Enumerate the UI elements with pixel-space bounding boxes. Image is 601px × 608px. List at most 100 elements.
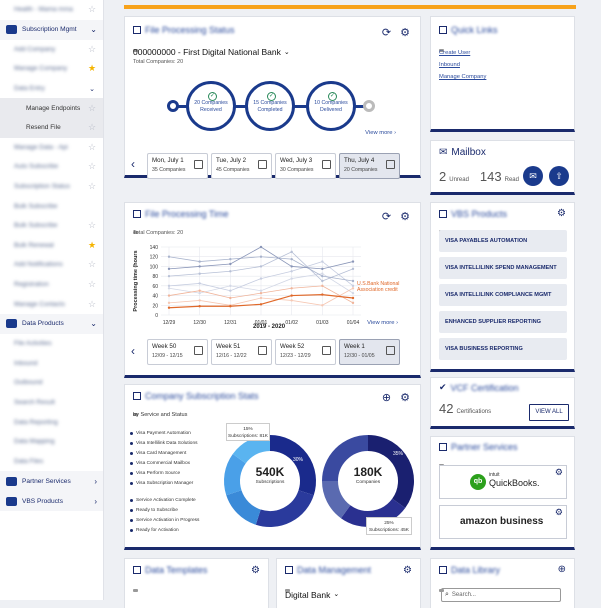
donut-segment[interactable] [255, 489, 314, 527]
donut-segment[interactable] [322, 480, 351, 519]
refresh-icon[interactable]: ⟳ [381, 211, 392, 223]
sidebar-item[interactable]: Health - Mama mma ☆ [0, 0, 103, 20]
chevron-down-icon[interactable]: ⌄ [89, 85, 95, 93]
vbs-product-item[interactable]: VISA INTELLILINK SPEND MANAGEMENT [439, 257, 567, 279]
day-selector[interactable]: Mon, July 1 35 Companies [147, 153, 208, 179]
quick-link-manage-company[interactable]: Manage Company [439, 74, 487, 80]
star-icon[interactable]: ★ [87, 63, 97, 74]
sidebar-item[interactable]: Bulk Subscribe ☆ [0, 216, 103, 236]
sidebar-item[interactable]: Data Files [0, 451, 103, 471]
settings-gear-icon[interactable]: ⚙ [554, 467, 563, 477]
sidebar-item[interactable]: Bulk Subscribe [0, 196, 103, 216]
quickbooks-tile[interactable]: qb intuit QuickBooks. ⚙ [439, 465, 567, 499]
filter-settings-icon[interactable]: ⚙ [400, 392, 410, 404]
sidebar-item[interactable]: Outbound [0, 373, 103, 393]
vbs-product-item[interactable]: VISA PAYABLES AUTOMATION [439, 230, 567, 252]
sidebar-section[interactable]: Partner Services › [0, 471, 103, 492]
section-label: Subscription Mgmt [22, 26, 77, 34]
star-icon[interactable]: ☆ [87, 161, 97, 172]
star-icon[interactable]: ☆ [87, 220, 97, 231]
total-companies: Total Companies: 20 [133, 230, 184, 236]
sidebar-item-label: Data Mapping [14, 438, 55, 446]
series-point [351, 267, 355, 271]
bank-select[interactable]: Digital Bank ⌄ [285, 590, 339, 600]
vbs-product-item[interactable]: ENHANCED SUPPLIER REPORTING [439, 311, 567, 333]
sidebar-item[interactable]: Add Notifications ☆ [0, 255, 103, 275]
star-icon[interactable]: ☆ [87, 4, 97, 15]
settings-gear-icon[interactable]: ⚙ [554, 507, 563, 517]
star-icon[interactable]: ☆ [87, 102, 97, 113]
donut-segment[interactable] [367, 435, 414, 509]
star-icon[interactable]: ☆ [87, 43, 97, 54]
star-icon[interactable]: ☆ [87, 181, 97, 192]
filter-settings-icon[interactable]: ⚙ [251, 565, 260, 576]
sidebar-section[interactable]: VBS Products › [0, 491, 103, 512]
sidebar-item-label: Add Company [14, 45, 56, 53]
sidebar-item[interactable]: Bulk Renewal ★ [0, 236, 103, 256]
compose-mail-button[interactable]: ✉ [523, 166, 543, 186]
vbs-product-item[interactable]: VISA BUSINESS REPORTING [439, 338, 567, 360]
sidebar-item[interactable]: Registration ☆ [0, 275, 103, 295]
sidebar-item[interactable]: File Activities [0, 334, 103, 354]
amazon-business-tile[interactable]: amazon business ⚙ [439, 505, 567, 539]
donut-segment[interactable] [269, 435, 316, 496]
donut-segment[interactable] [224, 453, 247, 496]
sidebar-section[interactable]: Data Products ⌄ [0, 313, 103, 334]
filter-settings-icon[interactable]: ⚙ [400, 211, 410, 223]
view-all-button[interactable]: VIEW ALL [529, 404, 569, 421]
sidebar-item[interactable]: Search Result [0, 393, 103, 413]
sidebar-item[interactable]: Manage Data - Api ☆ [0, 138, 103, 158]
day-companies: 45 Companies [216, 167, 250, 173]
y-tick-label: 60 [152, 284, 158, 290]
week-selector[interactable]: Week 52 12/23 - 12/29 [275, 339, 336, 365]
donut-segment[interactable] [226, 489, 262, 525]
sidebar-item[interactable]: Data Mapping [0, 432, 103, 452]
star-icon[interactable]: ☆ [87, 122, 97, 133]
day-selector[interactable]: Wed, July 3 30 Companies [275, 153, 336, 179]
sidebar-item-label: Manage Data - Api [14, 143, 68, 151]
week-selector[interactable]: Week 51 12/16 - 12/22 [211, 339, 272, 365]
vbs-product-item[interactable]: VISA INTELLILINK COMPLIANCE MGMT [439, 284, 567, 306]
add-circle-icon[interactable]: ⊕ [381, 392, 392, 404]
star-icon[interactable]: ☆ [87, 279, 97, 290]
filter-settings-icon[interactable]: ⚙ [400, 27, 410, 39]
star-icon[interactable]: ☆ [87, 141, 97, 152]
sidebar-item[interactable]: Manage Contacts ☆ [0, 294, 103, 314]
filter-settings-icon[interactable]: ⚙ [403, 565, 412, 576]
view-more-link[interactable]: View more › [365, 130, 396, 136]
sidebar-item[interactable]: Data Reporting [0, 412, 103, 432]
series-point [198, 305, 201, 308]
week-selector[interactable]: Week 50 12/09 - 12/15 [147, 339, 208, 365]
refresh-icon[interactable]: ⟳ [381, 27, 392, 39]
week-selector[interactable]: Week 1 12/30 - 01/05 [339, 339, 400, 365]
sidebar-item[interactable]: Manage Endpoints ☆ [0, 98, 103, 118]
quick-link-create-user[interactable]: Create User [439, 50, 471, 56]
sidebar-item[interactable]: Auto Subscribe ☆ [0, 157, 103, 177]
sidebar-item[interactable]: Subscription Status ☆ [0, 177, 103, 197]
star-icon[interactable]: ☆ [87, 259, 97, 270]
sidebar-item-label: Data Reporting [14, 418, 58, 426]
donut-segment[interactable] [322, 435, 369, 482]
upload-button[interactable]: ⇧ [549, 166, 569, 186]
day-selector[interactable]: Tue, July 2 45 Companies [211, 153, 272, 179]
star-icon[interactable]: ☆ [87, 298, 97, 309]
quick-link-inbound[interactable]: Inbound [439, 62, 460, 68]
sidebar-item[interactable]: Inbound [0, 354, 103, 374]
view-more-link[interactable]: View more › [367, 320, 398, 326]
add-circle-icon[interactable]: ⊕ [557, 564, 566, 575]
sidebar-item[interactable]: Add Company ☆ [0, 40, 103, 60]
settings-gear-icon[interactable]: ⚙ [557, 208, 566, 219]
prev-arrow-icon[interactable]: ‹ [131, 344, 135, 358]
chevron-down-icon: ⌄ [90, 319, 97, 329]
card-title: Mailbox [451, 147, 486, 158]
prev-arrow-icon[interactable]: ‹ [131, 157, 135, 171]
day-selector[interactable]: Thu, July 4 20 Companies [339, 153, 400, 179]
donut-segment[interactable] [232, 435, 271, 464]
sidebar-section[interactable]: Subscription Mgmt ⌄ [0, 19, 103, 40]
star-icon[interactable]: ★ [87, 239, 97, 250]
bank-select[interactable]: 000000000 - First Digital National Bank … [133, 47, 290, 57]
vbs-products-card: VBS Products ⚙ VISA PAYABLES AUTOMATION V… [430, 202, 575, 372]
sidebar-item[interactable]: Data Entry ⌄ [0, 79, 103, 99]
sidebar-item[interactable]: Resend File ☆ [0, 117, 103, 138]
sidebar-item[interactable]: Manage Company ★ [0, 59, 103, 79]
